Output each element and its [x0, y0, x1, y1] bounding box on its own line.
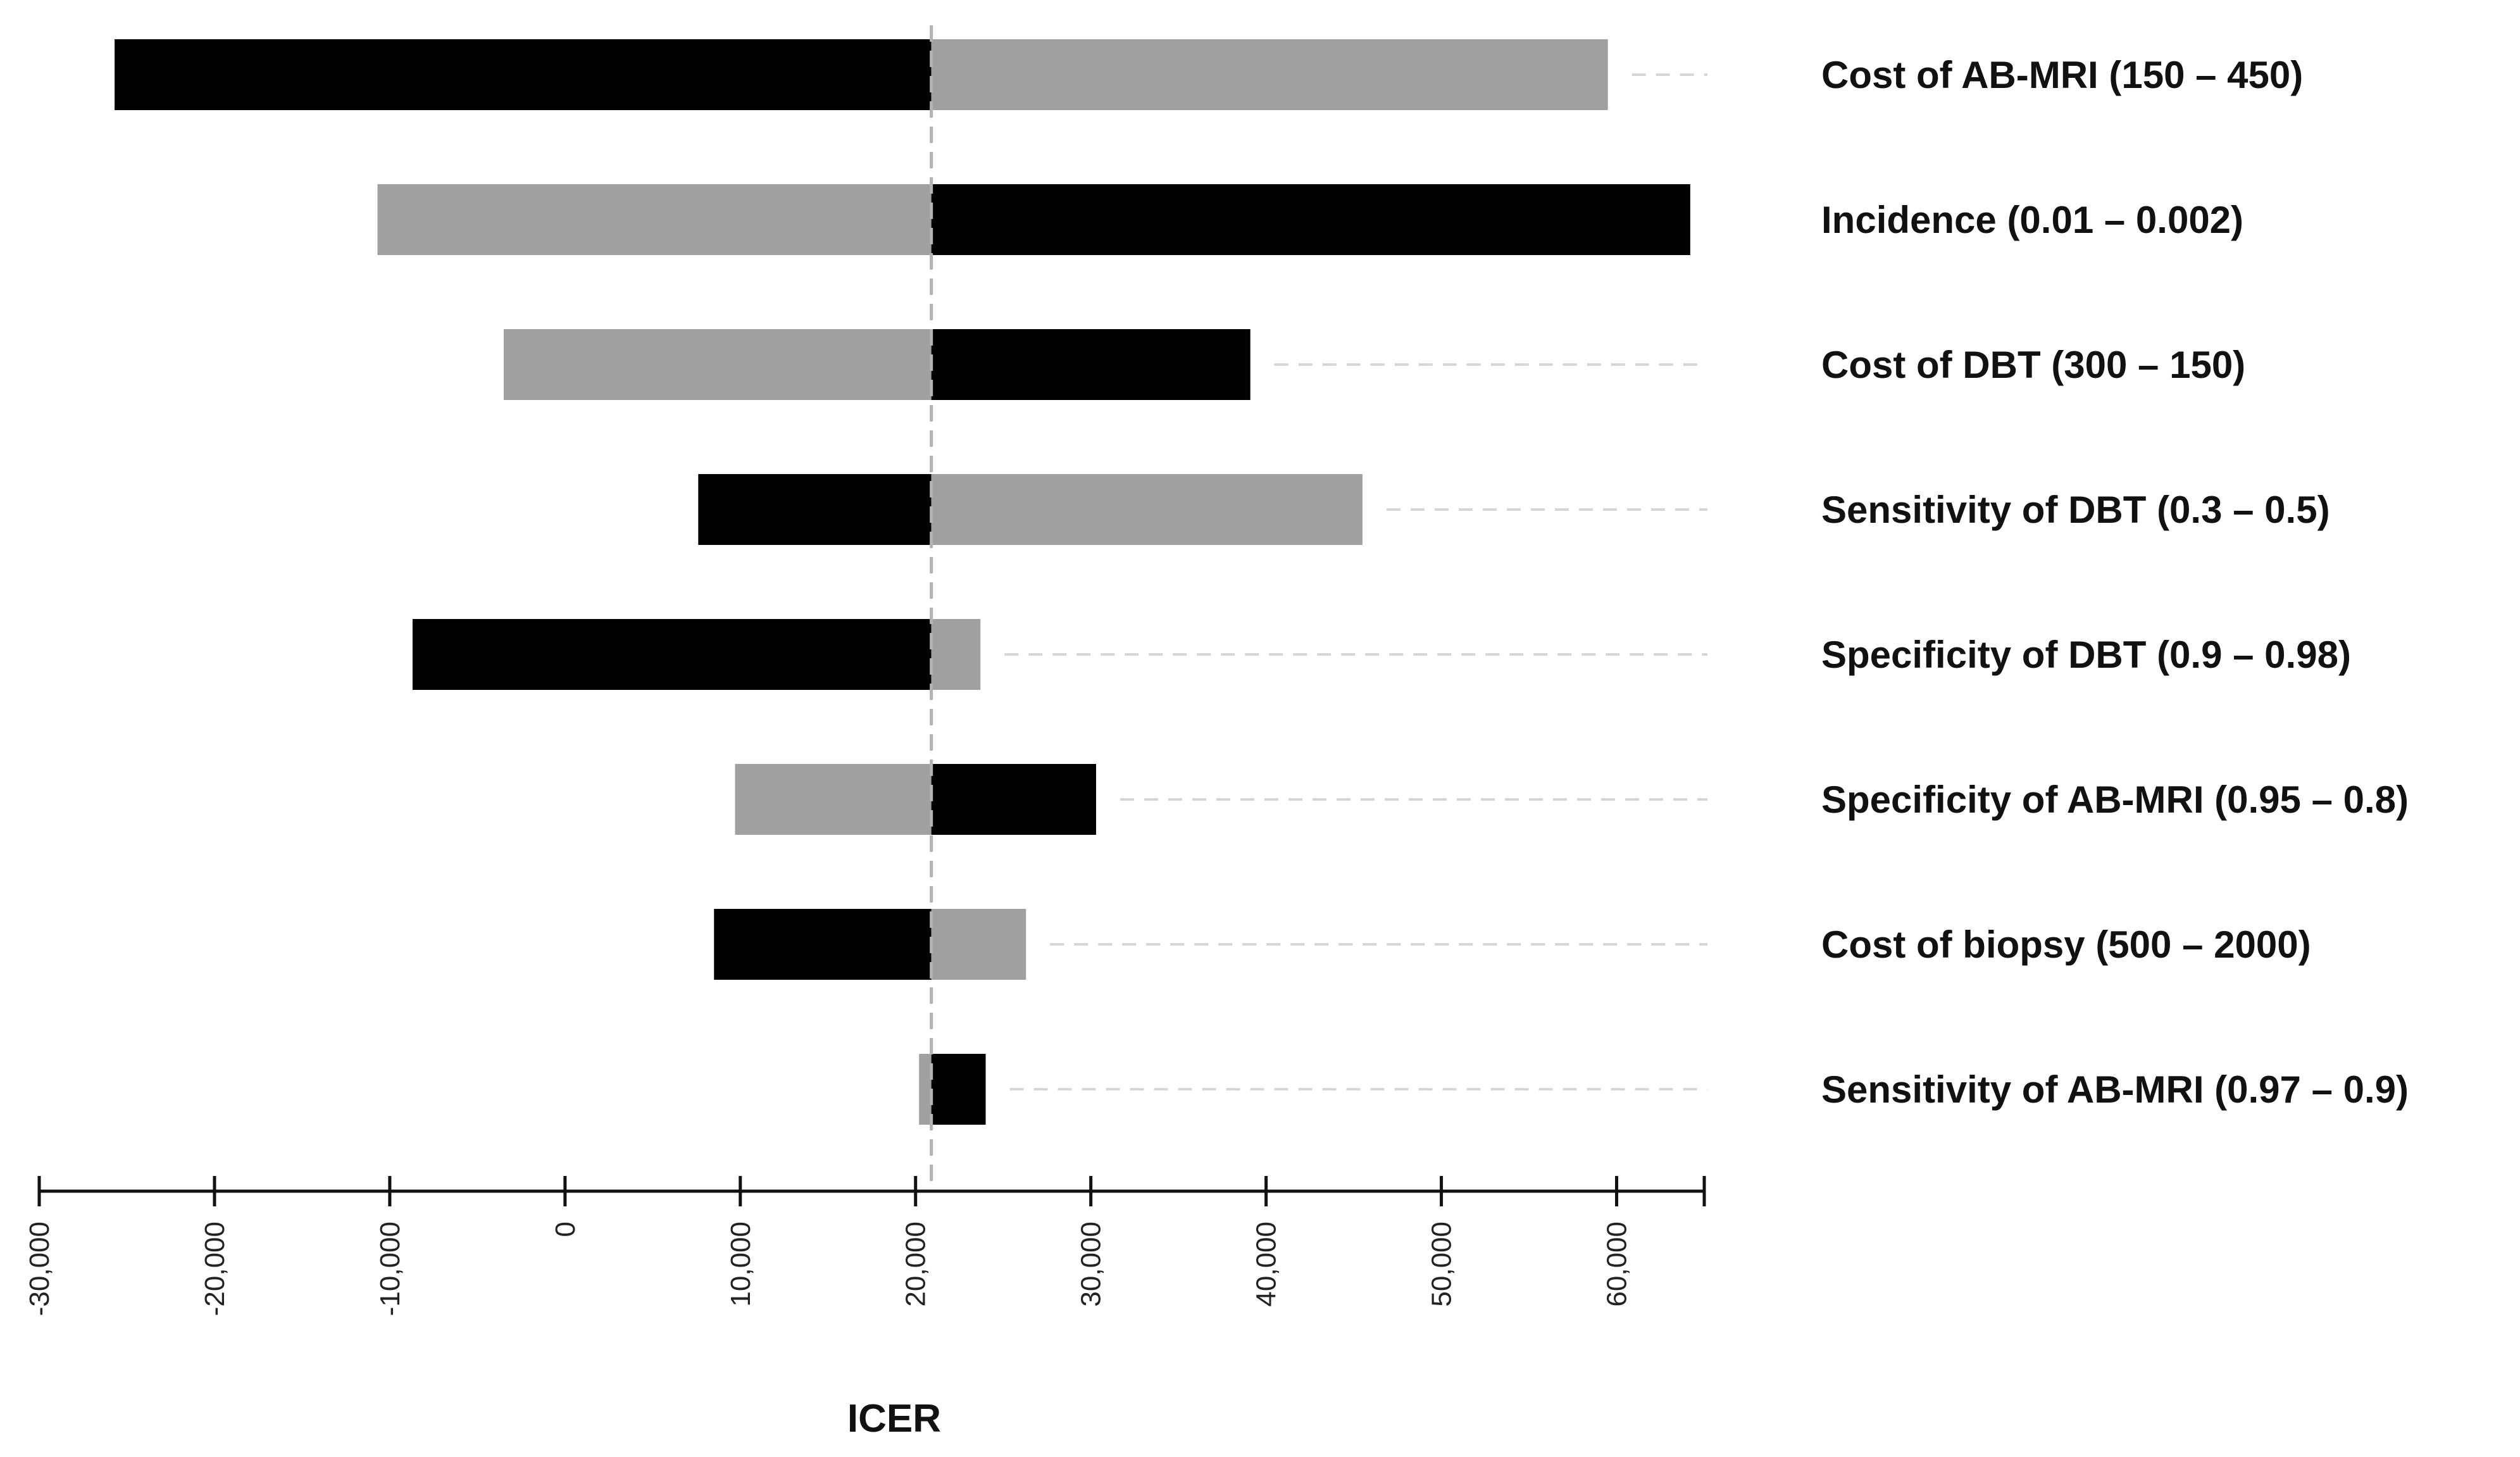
- row-label: Cost of DBT (300 – 150): [1821, 344, 2245, 386]
- bar-right-segment: [931, 764, 1096, 835]
- bar-right-segment: [931, 39, 1608, 110]
- bar-right-segment: [931, 474, 1363, 545]
- row-label: Cost of biopsy (500 – 2000): [1821, 923, 2311, 966]
- row-label: Specificity of AB-MRI (0.95 – 0.8): [1821, 779, 2409, 821]
- x-tick-label: 10,000: [725, 1222, 756, 1307]
- row-label: Incidence (0.01 – 0.002): [1821, 199, 2243, 241]
- row-label: Sensitivity of DBT (0.3 – 0.5): [1821, 489, 2330, 531]
- x-axis: -30,000 -20,000 -10,000 0 10,000 20,000 30,000…: [24, 1176, 1706, 1316]
- x-tick-label: -30,000: [24, 1222, 55, 1316]
- bar-right-segment: [931, 909, 1026, 980]
- x-axis-title: ICER: [847, 1397, 941, 1441]
- bar-right-segment: [931, 184, 1690, 255]
- bar-left-segment: [503, 329, 932, 400]
- x-tick-label: 0: [550, 1222, 581, 1237]
- bar-left-segment: [735, 764, 932, 835]
- x-tick-label: -20,000: [199, 1222, 230, 1316]
- x-tick-label: 50,000: [1426, 1222, 1457, 1307]
- x-tick-label: -10,000: [375, 1222, 406, 1316]
- row-labels: Cost of AB-MRI (150 – 450) Incidence (0.0…: [1821, 54, 2409, 1111]
- row-label: Cost of AB-MRI (150 – 450): [1821, 54, 2303, 96]
- x-tick-label: 60,000: [1602, 1222, 1633, 1307]
- bar-left-segment: [919, 1054, 932, 1125]
- x-tick-label: 40,000: [1251, 1222, 1282, 1307]
- bar-left-segment: [698, 474, 932, 545]
- bar-right-segment: [931, 329, 1251, 400]
- bar-left-segment: [377, 184, 932, 255]
- x-tick-label: 20,000: [901, 1222, 932, 1307]
- row-label: Specificity of DBT (0.9 – 0.98): [1821, 634, 2351, 676]
- bar-left-segment: [115, 39, 932, 110]
- bar-right-segment: [931, 619, 981, 690]
- row-label: Sensitivity of AB-MRI (0.97 – 0.9): [1821, 1068, 2409, 1111]
- bars-group: [115, 39, 1690, 1125]
- x-tick-label: 30,000: [1076, 1222, 1107, 1307]
- bar-left-segment: [714, 909, 932, 980]
- bar-left-segment: [412, 619, 932, 690]
- leader-lines: [1004, 73, 1707, 1091]
- bar-right-segment: [931, 1054, 986, 1125]
